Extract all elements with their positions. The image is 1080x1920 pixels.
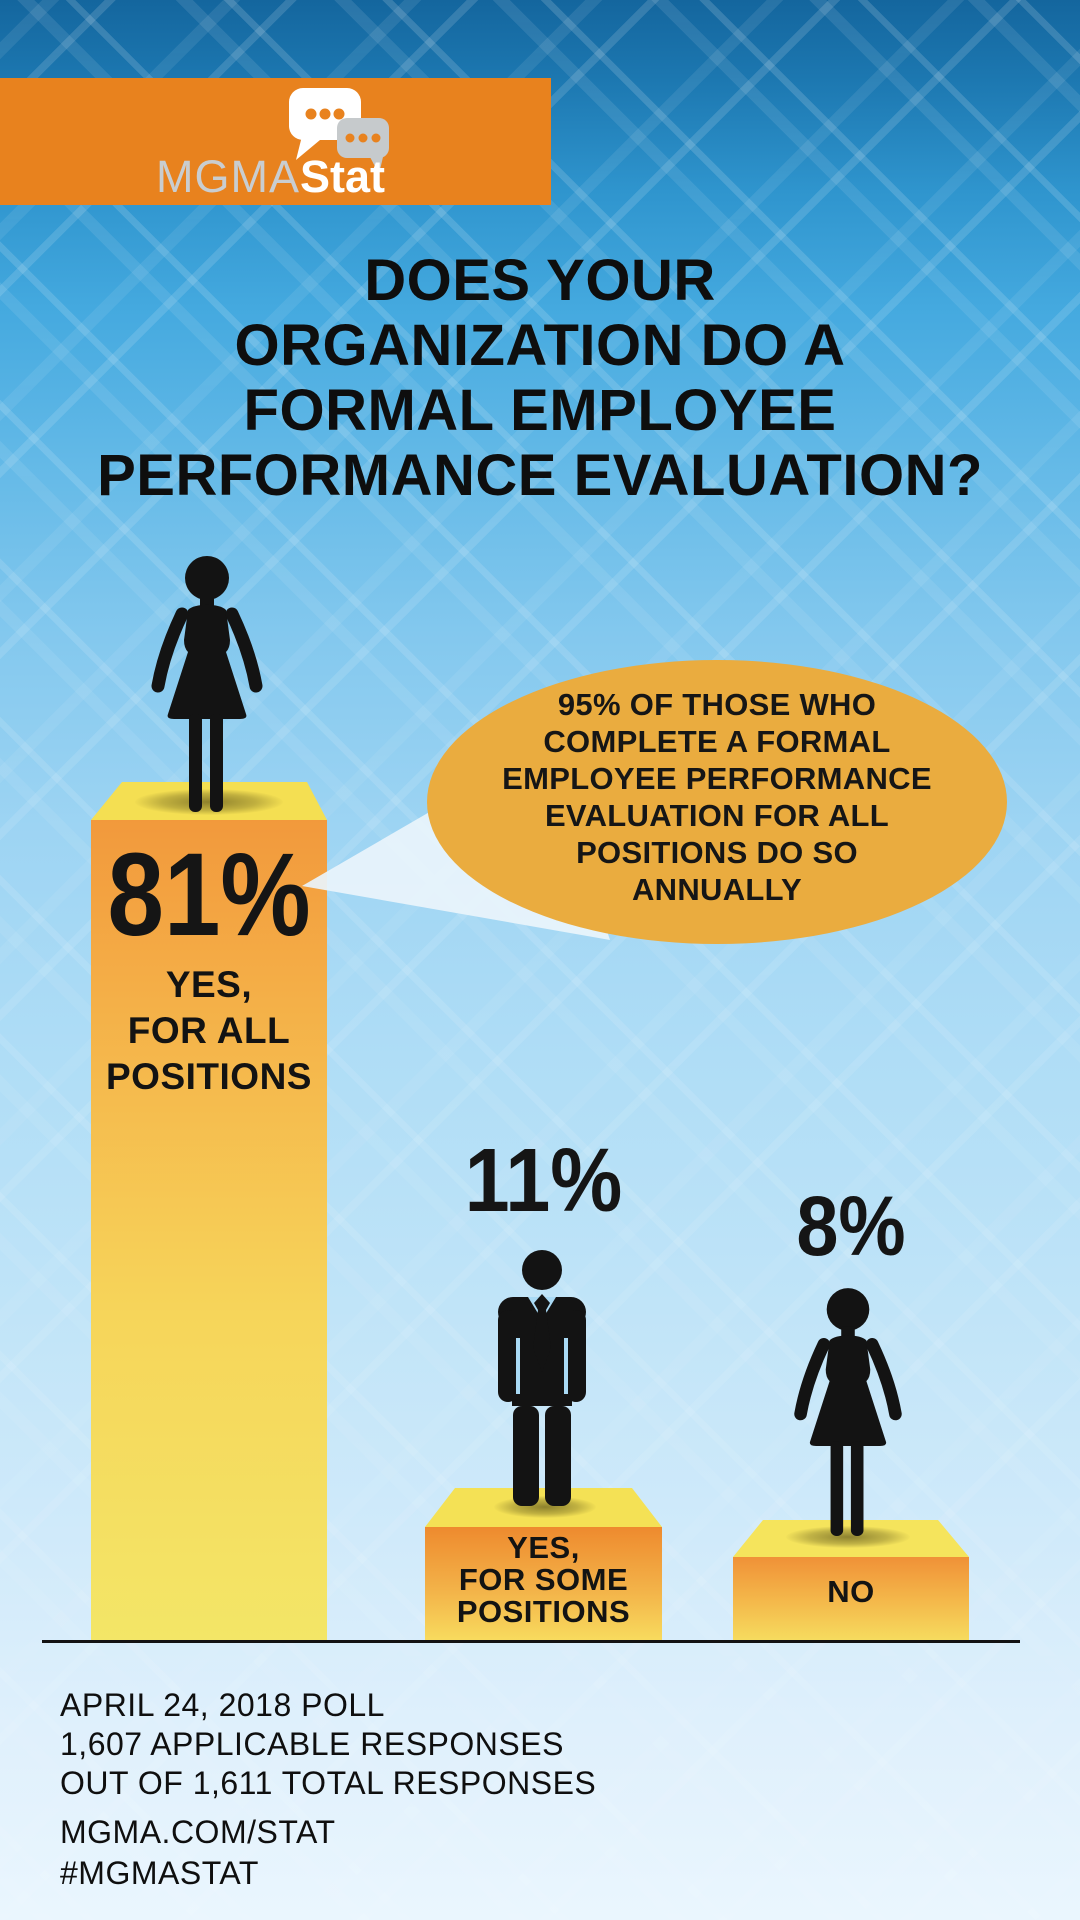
bar-label-no: NO xyxy=(827,1574,875,1609)
bar-front-face-yes-all xyxy=(91,820,327,1643)
logo-mgma-text: MGMA xyxy=(156,151,300,202)
baseline-rule xyxy=(42,1640,1020,1643)
speech-bubbles-icon xyxy=(289,88,389,174)
bar-label-yes-all: YES, FOR ALL POSITIONS xyxy=(106,964,312,1097)
callout-text: 95% OF THOSE WHO COMPLETE A FORMAL EMPLOYE… xyxy=(502,687,932,907)
woman-silhouette-icon xyxy=(794,1288,902,1536)
poll-question-title: DOES YOUR ORGANIZATION DO A FORMAL EMPLOYE… xyxy=(97,248,983,508)
percent-value-no: 8% xyxy=(796,1179,906,1273)
percent-value-yes-some: 11% xyxy=(464,1131,623,1231)
logo-banner: MGMAStat xyxy=(0,78,551,205)
man-silhouette-icon xyxy=(498,1250,586,1506)
mgma-stat-logo: MGMAStat xyxy=(156,154,385,199)
callout-bubble: 95% OF THOSE WHO COMPLETE A FORMAL EMPLOYE… xyxy=(427,660,1007,944)
footer-links: MGMA.COM/STAT #MGMASTAT xyxy=(60,1814,336,1891)
woman-silhouette-icon xyxy=(151,556,263,812)
footer-poll-info: APRIL 24, 2018 POLL 1,607 APPLICABLE RESP… xyxy=(60,1687,597,1801)
percent-value-yes-all: 81% xyxy=(107,829,311,961)
bar-label-yes-some: YES, FOR SOME POSITIONS xyxy=(456,1530,631,1629)
logo-stat-text: Stat xyxy=(300,151,386,202)
figure-shadow xyxy=(786,1526,910,1548)
bar-front-face-no xyxy=(733,1557,969,1643)
bar-front-face-yes-some xyxy=(425,1527,662,1643)
figure-shadow xyxy=(135,789,283,815)
